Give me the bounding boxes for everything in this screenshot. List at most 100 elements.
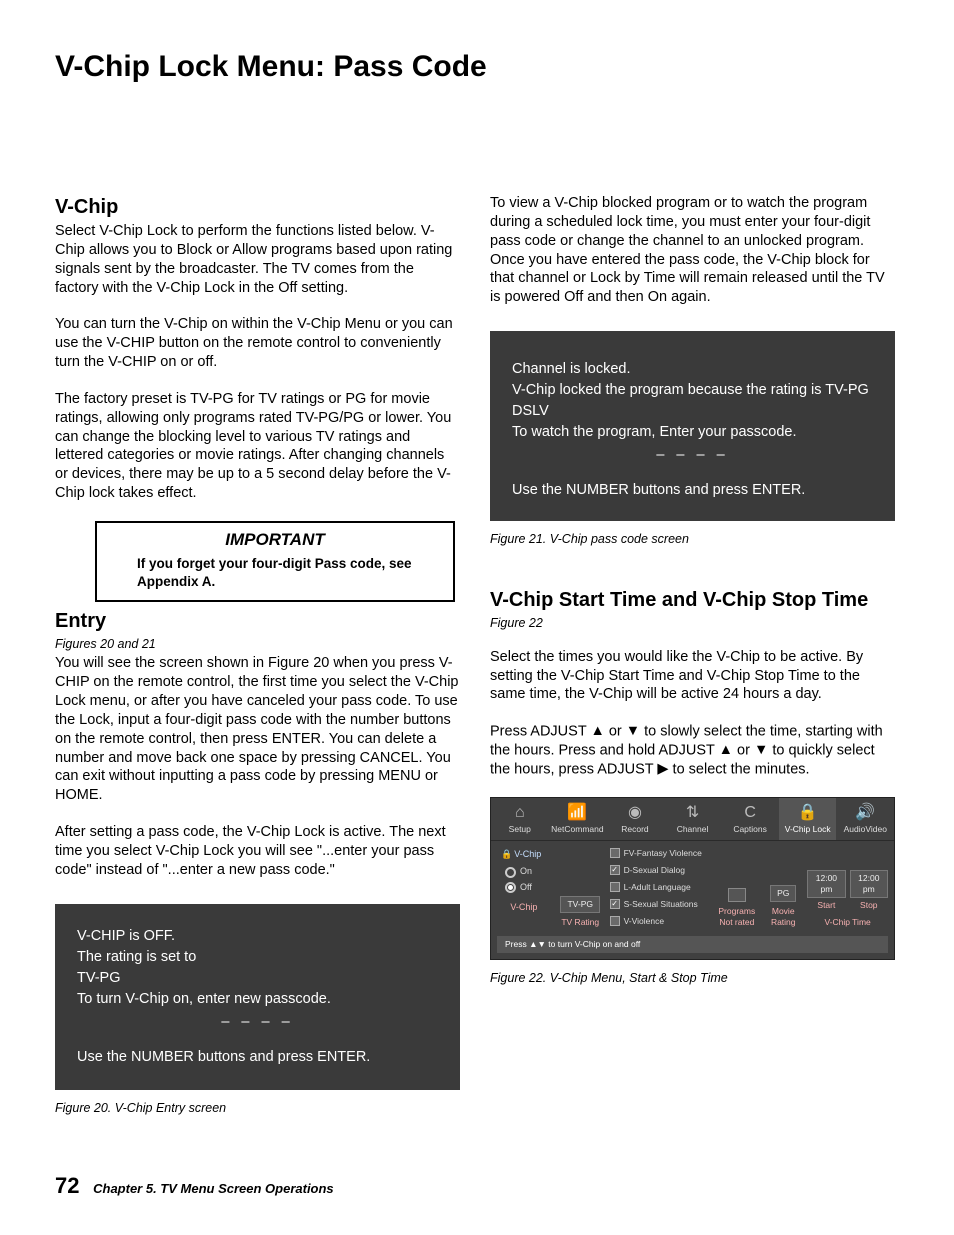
tab-captions[interactable]: CCaptions — [721, 798, 779, 839]
movie-rating-value[interactable]: PG — [770, 885, 796, 902]
vchip-p2: You can turn the V-Chip on within the V-… — [55, 315, 460, 372]
tab-record[interactable]: ◉Record — [606, 798, 664, 839]
checkbox-icon: ✓ — [610, 899, 620, 909]
figure-20-screen: V-CHIP is OFF. The rating is set to TV-P… — [55, 904, 460, 1090]
entry-heading: Entry — [55, 608, 460, 634]
start-label: Start — [817, 900, 835, 911]
check-label: L-Adult Language — [624, 882, 691, 893]
menu-body: V-Chip On Off V-Chip TV-PG TV Rating FV-… — [491, 841, 894, 934]
programs-icon[interactable] — [728, 888, 746, 902]
page-title: V-Chip Lock Menu: Pass Code — [55, 50, 899, 84]
page-footer: 72 Chapter 5. TV Menu Screen Operations — [55, 1173, 334, 1199]
start-stop-p1: Select the times you would like the V-Ch… — [490, 648, 895, 705]
tab-channel[interactable]: ⇅Channel — [664, 798, 722, 839]
audiovideo-icon: 🔊 — [836, 802, 894, 824]
chapter-title: Chapter 5. TV Menu Screen Operations — [93, 1181, 334, 1196]
text-run: or — [733, 743, 754, 759]
setup-icon: ⌂ — [491, 802, 549, 824]
check-label: V-Violence — [624, 916, 664, 927]
start-stop-heading: V-Chip Start Time and V-Chip Stop Time — [490, 587, 895, 613]
check-s[interactable]: ✓ S-Sexual Situations — [610, 898, 698, 911]
record-icon: ◉ — [606, 802, 664, 824]
text-run: to select the minutes. — [669, 762, 810, 778]
programs-not-rated-group: Programs Not rated — [714, 847, 759, 928]
menu-tabs: ⌂Setup 📶NetCommand ◉Record ⇅Channel CCap… — [491, 798, 894, 840]
tv-rating-group: TV-PG TV Rating — [557, 847, 604, 928]
tab-label: Captions — [733, 824, 767, 834]
radio-label: Off — [520, 882, 532, 894]
figure-20-caption: Figure 20. V-Chip Entry screen — [55, 1100, 460, 1116]
screen-line: Use the NUMBER buttons and press ENTER. — [77, 1047, 438, 1068]
checkbox-icon: ✓ — [610, 865, 620, 875]
page-number: 72 — [55, 1173, 79, 1198]
check-label: FV-Fantasy Violence — [624, 848, 702, 859]
right-p1: To view a V-Chip blocked program or to w… — [490, 194, 895, 307]
tab-audiovideo[interactable]: 🔊AudioVideo — [836, 798, 894, 839]
menu-hint: Press ▲▼ to turn V-Chip on and off — [497, 936, 888, 953]
check-label: D-Sexual Dialog — [624, 865, 685, 876]
entry-p2: After setting a pass code, the V-Chip Lo… — [55, 823, 460, 880]
important-title: IMPORTANT — [97, 523, 453, 555]
two-column-layout: V-Chip Select V-Chip Lock to perform the… — [55, 194, 899, 1116]
lock-icon: 🔒 — [779, 802, 837, 824]
tab-label: V-Chip Lock — [785, 824, 831, 834]
screen-line: V-CHIP is OFF. — [77, 926, 438, 947]
tab-vchip-lock[interactable]: 🔒V-Chip Lock — [779, 798, 837, 839]
vchip-label: V-Chip — [497, 902, 551, 914]
screen-line: To turn V-Chip on, enter new passcode. — [77, 989, 438, 1010]
vchip-p3: The factory preset is TV-PG for TV ratin… — [55, 390, 460, 503]
channel-icon: ⇅ — [664, 802, 722, 824]
up-triangle-icon: ▲ — [719, 741, 733, 760]
movie-rating-label: Movie Rating — [765, 906, 801, 928]
start-time-value[interactable]: 12:00 pm — [807, 870, 845, 898]
down-triangle-icon: ▼ — [754, 741, 768, 760]
tab-netcommand[interactable]: 📶NetCommand — [549, 798, 607, 839]
passcode-dashes: – – – – — [512, 445, 873, 466]
figure-21-screen: Channel is locked. V-Chip locked the pro… — [490, 331, 895, 521]
tab-label: NetCommand — [551, 824, 603, 834]
screen-line: To watch the program, Enter your passcod… — [512, 422, 873, 443]
left-column: V-Chip Select V-Chip Lock to perform the… — [55, 194, 460, 1116]
radio-off[interactable]: Off — [497, 880, 551, 896]
tab-label: Channel — [677, 824, 709, 834]
rating-flags-group: FV-Fantasy Violence ✓ D-Sexual Dialog L-A… — [610, 847, 709, 928]
tv-rating-label: TV Rating — [561, 917, 599, 928]
checkbox-icon — [610, 916, 620, 926]
radio-label: On — [520, 866, 532, 878]
radio-on[interactable]: On — [497, 864, 551, 880]
vchip-heading: V-Chip — [55, 194, 460, 220]
important-body: If you forget your four-digit Pass code,… — [97, 555, 453, 600]
tab-label: Setup — [509, 824, 531, 834]
tab-setup[interactable]: ⌂Setup — [491, 798, 549, 839]
entry-figref: Figures 20 and 21 — [55, 636, 460, 652]
right-triangle-icon: ▶ — [657, 760, 668, 779]
figure-22-menu: ⌂Setup 📶NetCommand ◉Record ⇅Channel CCap… — [490, 797, 895, 959]
right-column: To view a V-Chip blocked program or to w… — [490, 194, 895, 1116]
vchip-time-label: V-Chip Time — [824, 917, 870, 928]
tv-rating-value[interactable]: TV-PG — [560, 896, 600, 913]
checkbox-icon — [610, 848, 620, 858]
check-fv[interactable]: FV-Fantasy Violence — [610, 847, 702, 860]
start-stop-p2: Press ADJUST ▲ or ▼ to slowly select the… — [490, 722, 895, 779]
stop-label: Stop — [860, 900, 878, 911]
vchip-time-group: 12:00 pm Start 12:00 pm Stop V-Chip Time — [807, 847, 888, 928]
menu-vchip-group: V-Chip On Off V-Chip — [497, 847, 551, 928]
tab-label: AudioVideo — [844, 824, 887, 834]
screen-line: Channel is locked. — [512, 359, 873, 380]
check-v[interactable]: V-Violence — [610, 915, 664, 928]
screen-line: V-Chip locked the program because the ra… — [512, 380, 873, 422]
important-callout: IMPORTANT If you forget your four-digit … — [95, 521, 455, 602]
check-l[interactable]: L-Adult Language — [610, 881, 691, 894]
figure-22-caption: Figure 22. V-Chip Menu, Start & Stop Tim… — [490, 970, 895, 986]
stop-time-value[interactable]: 12:00 pm — [850, 870, 888, 898]
radio-icon — [505, 882, 516, 893]
down-triangle-icon: ▼ — [626, 722, 640, 741]
entry-p1: You will see the screen shown in Figure … — [55, 654, 460, 805]
screen-line: The rating is set to — [77, 947, 438, 968]
screen-line: Use the NUMBER buttons and press ENTER. — [512, 480, 873, 501]
movie-rating-group: PG Movie Rating — [765, 847, 801, 928]
vchip-header: V-Chip — [497, 847, 551, 865]
check-label: S-Sexual Situations — [624, 899, 698, 910]
figure-21-caption: Figure 21. V-Chip pass code screen — [490, 531, 895, 547]
check-d[interactable]: ✓ D-Sexual Dialog — [610, 864, 685, 877]
